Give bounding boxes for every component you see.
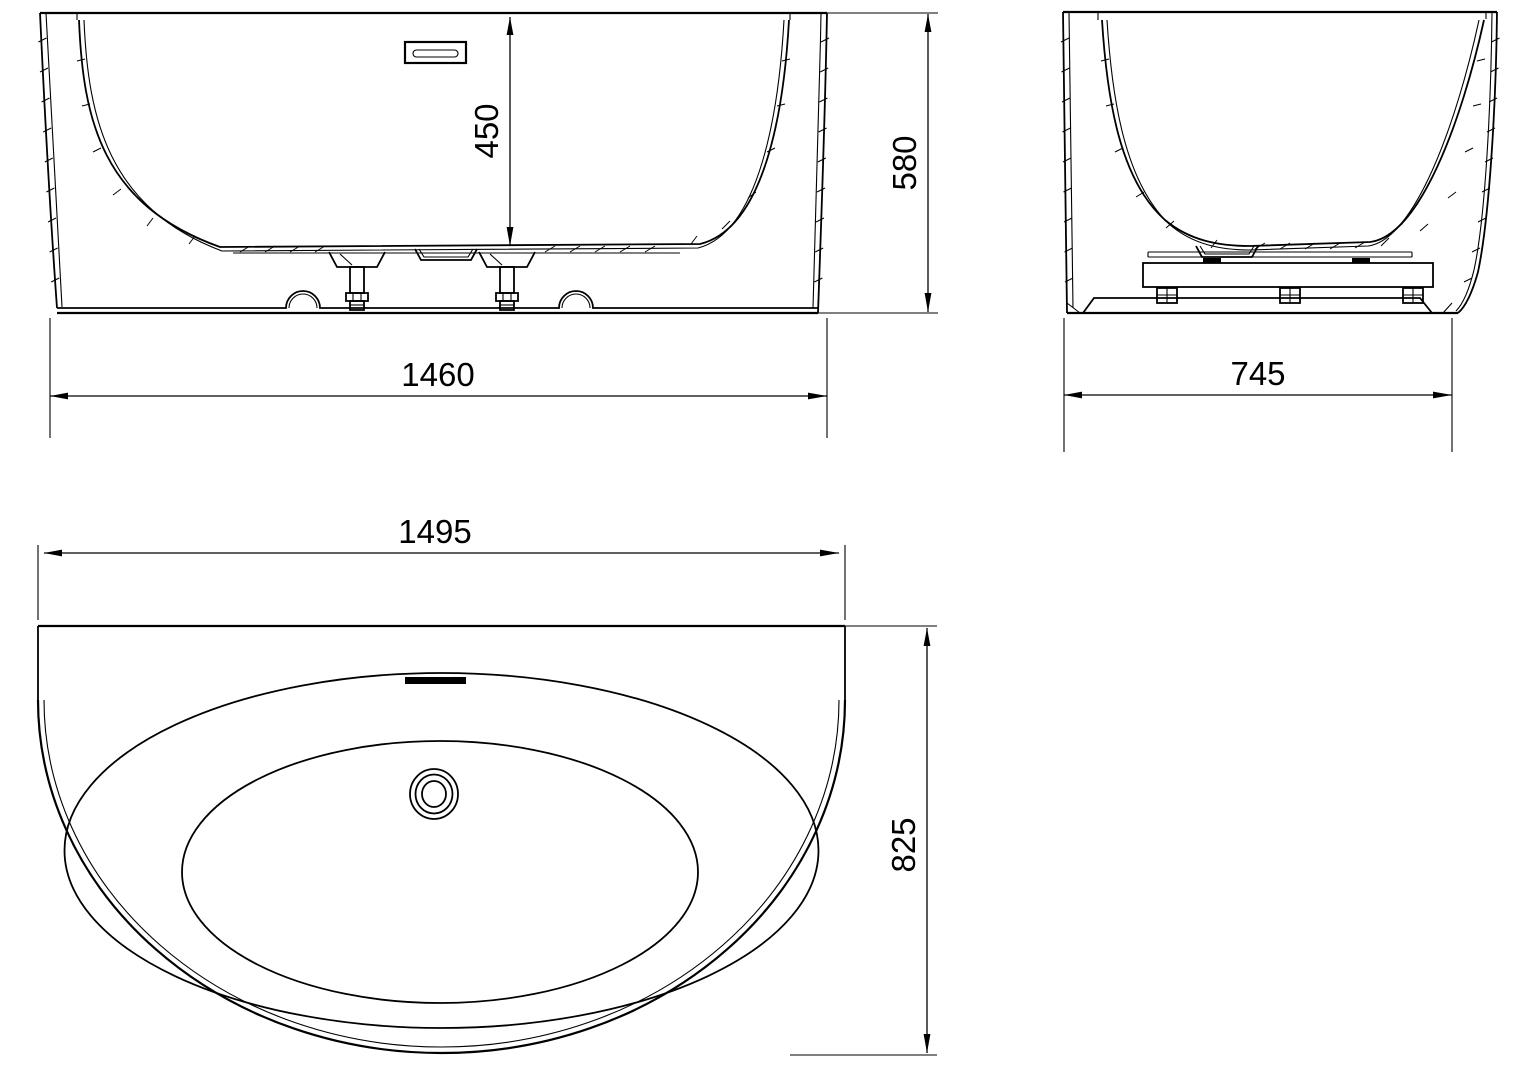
dim-value-580: 580 [886, 135, 923, 190]
side-drain-recess-inner [1199, 245, 1255, 255]
plan-overflow-slot [405, 677, 466, 684]
side-right-wall-inner [1455, 11, 1493, 312]
front-hatch-ticks [38, 37, 830, 283]
front-left-wall-outer [39, 12, 58, 309]
dimension-745: 745 [1063, 318, 1453, 452]
dimension-580: 580 [818, 14, 938, 314]
front-rim-steps [76, 13, 791, 20]
side-base-plate [1082, 297, 1433, 314]
side-bowl-curve [1101, 19, 1485, 247]
plan-basin-oval [181, 740, 699, 1004]
dimension-1460: 1460 [49, 318, 828, 438]
front-skirt-upper-line [57, 290, 818, 309]
side-left-wall-outer [1062, 11, 1068, 314]
side-clip-left [1203, 258, 1221, 263]
front-overflow-slot [403, 40, 468, 65]
side-hatch-ticks [1060, 37, 1500, 283]
side-clip-right [1352, 258, 1370, 263]
dimension-1495: 1495 [37, 513, 846, 620]
dim-value-745: 745 [1230, 355, 1285, 392]
side-rim-steps [1097, 12, 1487, 20]
side-bottom-chamfers [1066, 302, 1453, 314]
side-elevation-view: 745 [1060, 10, 1500, 452]
side-right-wall-outer [1457, 11, 1498, 314]
dim-value-1495: 1495 [398, 513, 471, 550]
front-overflow-slot-inner [412, 49, 459, 58]
dimension-825: 825 [790, 628, 937, 1056]
plan-drain [409, 768, 459, 820]
plan-view: 1495 825 [36, 513, 937, 1056]
side-feet [1156, 287, 1424, 304]
dim-value-1460: 1460 [401, 356, 474, 393]
plan-outer-oval-offset [43, 699, 840, 1048]
dim-value-825: 825 [885, 817, 922, 872]
front-bowl-shell-curve [83, 19, 785, 252]
front-foot-right [478, 251, 536, 311]
dimension-450: 450 [468, 17, 514, 246]
front-bowl-curve [78, 19, 790, 248]
front-drain-recess-inner [418, 248, 474, 258]
front-elevation-view: 450 580 1460 [38, 11, 938, 438]
plan-outer-oval [36, 699, 847, 1055]
side-left-wall-inner [1068, 11, 1074, 309]
side-support-bar [1147, 251, 1413, 263]
front-foot-left [328, 251, 386, 311]
plan-side-edges [37, 626, 846, 700]
front-notch-inner-arcs [288, 293, 591, 309]
front-drain-recess-outer [414, 248, 478, 261]
front-left-wall-inner [45, 12, 63, 308]
side-base-frame [1142, 262, 1434, 288]
dim-value-450: 450 [468, 103, 505, 158]
front-right-wall-outer [817, 12, 828, 314]
side-bowl-shell-curve [1106, 19, 1480, 251]
plan-rim-oval [63, 672, 820, 1029]
